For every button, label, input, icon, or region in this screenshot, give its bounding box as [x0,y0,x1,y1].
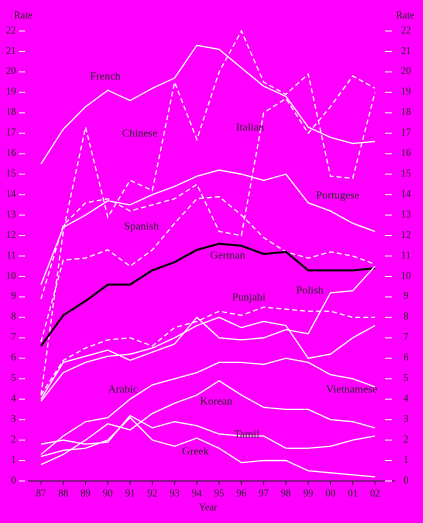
y-tick-label: 14 [6,189,16,200]
y-tick-label: 12 [6,230,16,241]
x-tick-label: 97 [259,488,269,499]
series-line [40,44,376,165]
y-tick-label: 21 [6,46,16,57]
y-tick-label: 18 [6,107,16,118]
series-label: Greek [182,446,209,458]
y-tick-label: 6 [11,353,16,364]
y2-tick-label: 16 [401,148,411,159]
y2-tick-label: 9 [404,291,409,302]
y-axis-title: Rate [14,10,33,21]
series-label: Korean [200,396,233,408]
y2-tick-label: 14 [401,189,411,200]
x-tick-label: 91 [125,488,135,499]
series-line [40,357,376,455]
series-label: Punjabi [232,292,266,304]
y-tick-label: 17 [6,128,16,139]
x-tick-label: 98 [281,488,291,499]
series-line [40,242,376,347]
y-tick-label: 2 [11,434,16,445]
y-tick-label: 5 [11,373,16,384]
series-line [40,265,376,400]
y-tick-label: 19 [6,87,16,98]
series-line [40,380,376,466]
series-line [40,169,376,285]
y-tick-label: 4 [11,393,16,404]
series-label: Chinese [122,128,158,140]
series-label: Italian [236,122,265,134]
series-label: German [210,250,246,262]
y2-tick-label: 18 [401,107,411,118]
y2-tick-label: 22 [401,25,411,36]
x-tick-label: 95 [214,488,224,499]
x-axis-title: Year [199,502,218,513]
y2-tick-label: 2 [404,434,409,445]
y-tick-label: 8 [11,312,16,323]
series-label: Polish [296,285,324,297]
y2-tick-label: 17 [401,128,411,139]
y2-tick-label: 21 [401,46,411,57]
y-tick-label: 22 [6,25,16,36]
x-tick-label: 01 [348,488,358,499]
y2-tick-label: 10 [401,271,411,282]
series-line [40,75,376,300]
x-tick-label: 96 [236,488,246,499]
y2-tick-label: 5 [404,373,409,384]
y-tick-label: 7 [11,332,16,343]
series-line [40,416,376,478]
series-label: French [90,71,121,83]
y2-tick-label: 12 [401,230,411,241]
x-tick-label: 99 [303,488,313,499]
x-tick-label: 94 [192,488,202,499]
y-tick-label: 13 [6,209,16,220]
y2-tick-label: 20 [401,66,411,77]
x-tick-label: 90 [103,488,113,499]
y2-tick-label: 0 [404,475,409,486]
x-tick-label: 02 [370,488,380,499]
series-line [40,29,376,396]
series-line [40,414,376,449]
series-label: Spanish [124,221,159,233]
y-tick-label: 0 [11,475,16,486]
y2-axis-title: Rate [396,10,415,21]
series-label: Vietnamese [326,384,377,396]
series-line [40,316,376,402]
x-tick-label: 00 [325,488,335,499]
series-line [40,196,376,343]
y2-tick-label: 19 [401,87,411,98]
x-tick-label: 87 [36,488,46,499]
y-tick-label: 9 [11,291,16,302]
y-tick-label: 20 [6,66,16,77]
x-tick-label: 88 [58,488,68,499]
y2-tick-label: 11 [401,250,411,261]
series-label: Portugese [316,190,360,202]
series-label: Tamil [234,429,260,441]
series-label: Arabic [108,384,138,396]
y2-tick-label: 3 [404,414,409,425]
y2-tick-label: 13 [401,209,411,220]
x-tick-label: 93 [170,488,180,499]
y-tick-label: 3 [11,414,16,425]
y-tick-label: 16 [6,148,16,159]
y2-tick-label: 8 [404,312,409,323]
y2-tick-label: 6 [404,353,409,364]
y2-tick-label: 7 [404,332,409,343]
y2-tick-label: 1 [404,455,409,466]
y-tick-label: 15 [6,168,16,179]
y2-tick-label: 4 [404,393,409,404]
x-tick-label: 89 [81,488,91,499]
y-tick-label: 10 [6,271,16,282]
series-line [40,306,375,396]
y2-tick-label: 15 [401,168,411,179]
y-tick-label: 11 [6,250,16,261]
x-tick-label: 92 [147,488,157,499]
y-tick-label: 1 [11,455,16,466]
